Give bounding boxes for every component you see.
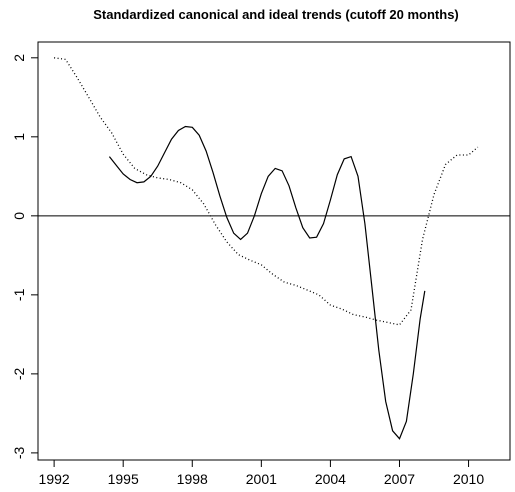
y-tick-label: 0 <box>11 212 27 220</box>
x-tick-label: 1992 <box>39 471 70 487</box>
x-tick-label: 2001 <box>246 471 277 487</box>
chart-title: Standardized canonical and ideal trends … <box>93 7 459 22</box>
plot-frame <box>37 41 511 461</box>
y-tick-label: 2 <box>11 54 27 62</box>
x-tick-label: 2004 <box>315 471 346 487</box>
y-tick-label: 1 <box>11 133 27 141</box>
y-tick-label: -1 <box>11 288 27 301</box>
x-tick-label: 2010 <box>453 471 484 487</box>
trend-line <box>108 125 426 440</box>
x-tick-label: 2007 <box>384 471 415 487</box>
trend-line <box>54 57 479 326</box>
x-tick-label: 1998 <box>177 471 208 487</box>
x-tick-label: 1995 <box>108 471 139 487</box>
y-tick-label: -3 <box>11 446 27 459</box>
y-tick-label: -2 <box>11 367 27 380</box>
